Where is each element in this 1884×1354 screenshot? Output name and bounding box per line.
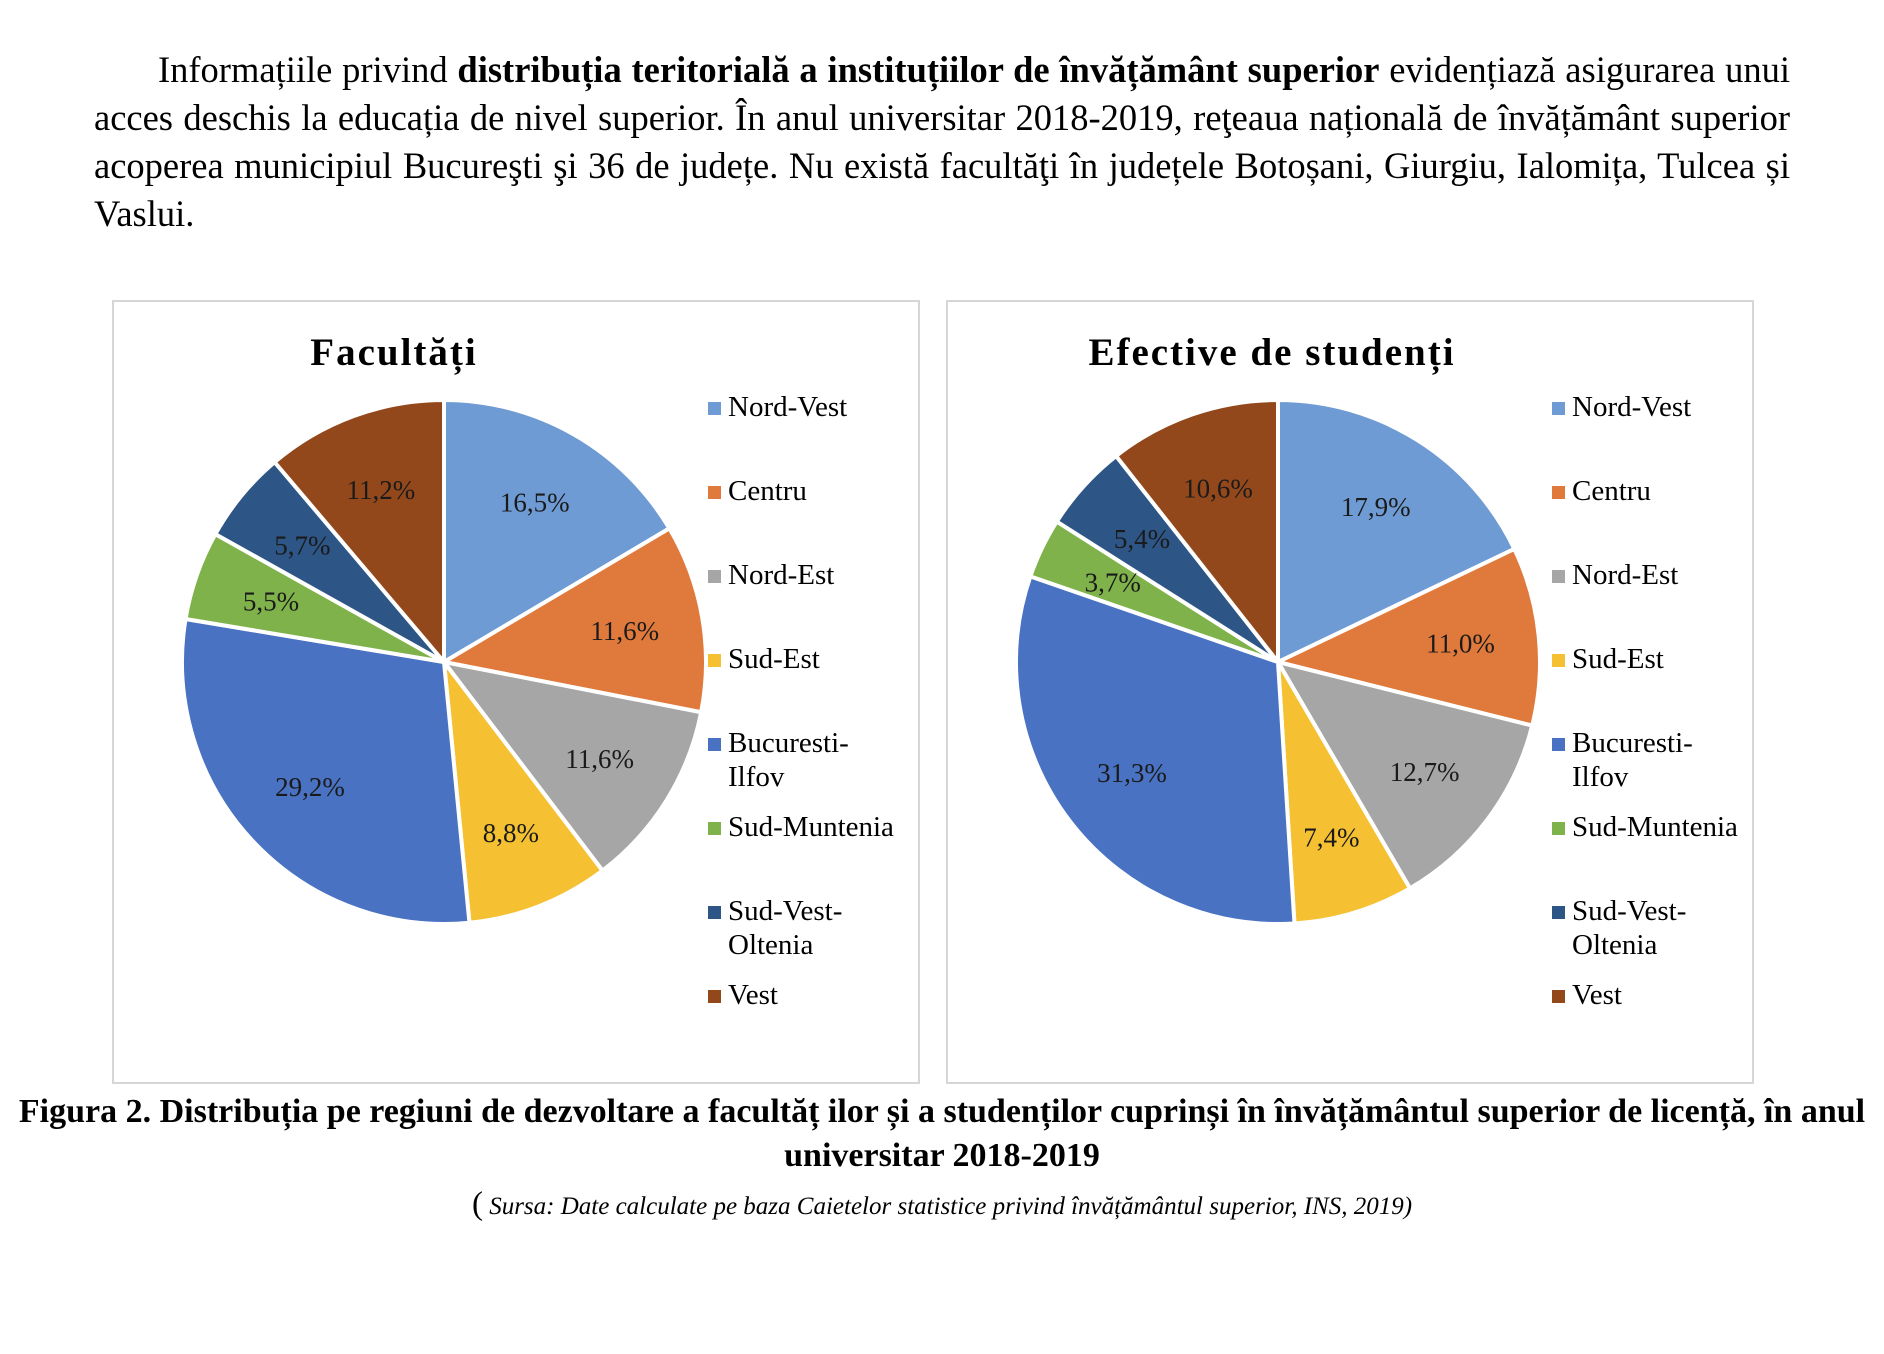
data-label-nord-vest: 16,5% bbox=[500, 488, 570, 518]
pie-slice-vest bbox=[1114, 398, 1280, 664]
legend-label: Vest bbox=[1572, 979, 1622, 1011]
pie-slice-vest bbox=[272, 398, 446, 664]
legend-item-bucuresti-ilfov: Bucuresti- Ilfov bbox=[708, 726, 894, 810]
legend-label: Sud-Muntenia bbox=[728, 811, 894, 843]
legend-label: Sud-Vest- Oltenia bbox=[1572, 895, 1687, 961]
legend-label: Sud-Muntenia bbox=[1572, 811, 1738, 843]
pie-chart-facultati: 16,5% 11,6% 11,6% 8,8% 29,2% 5,5% 5,7% 11,2% bbox=[180, 398, 708, 926]
data-label-nord-est: 11,6% bbox=[565, 744, 634, 774]
chart-title: Efective de studenți bbox=[1088, 331, 1456, 374]
legend-swatch bbox=[708, 822, 721, 835]
legend-swatch bbox=[708, 906, 721, 919]
legend-label: Nord-Vest bbox=[728, 391, 848, 423]
legend-label: Nord-Est bbox=[728, 559, 835, 591]
data-label-sud-muntenia: 5,5% bbox=[243, 586, 299, 616]
legend-swatch bbox=[1552, 906, 1565, 919]
legend-swatch bbox=[708, 990, 721, 1003]
data-label-bucuresti-ilfov: 29,2% bbox=[275, 772, 345, 802]
pie-slice-sud-est bbox=[1276, 660, 1412, 926]
legend-swatch bbox=[1552, 570, 1565, 583]
pie-slice-bucuresti-ilfov bbox=[180, 617, 472, 926]
legend-label: Nord-Vest bbox=[1572, 391, 1692, 423]
legend-studenti: Nord-Vest Centru Nord-Est Sud-Est Bucuresti-… bbox=[1552, 390, 1738, 1062]
pie-slice-sud-est bbox=[442, 660, 605, 925]
legend-swatch bbox=[708, 654, 721, 667]
chart-panel-studenti: Efective de studenți 17,9% 11,0% 12,7% 7,4%… bbox=[946, 300, 1754, 1084]
pie-slice-nord-vest bbox=[442, 398, 672, 664]
legend-item-sud-vest-oltenia: Sud-Vest- Oltenia bbox=[708, 894, 894, 978]
legend-label: Centru bbox=[728, 475, 807, 507]
legend-item-sud-vest-oltenia: Sud-Vest- Oltenia bbox=[1552, 894, 1738, 978]
source-paren: ( bbox=[471, 1186, 483, 1222]
pie-slice-bucuresti-ilfov bbox=[1014, 574, 1297, 926]
legend-swatch bbox=[1552, 822, 1565, 835]
legend-swatch bbox=[1552, 738, 1565, 751]
legend-swatch bbox=[708, 738, 721, 751]
legend-item-sud-est: Sud-Est bbox=[708, 642, 894, 726]
legend-item-nord-vest: Nord-Vest bbox=[1552, 390, 1738, 474]
data-label-vest: 11,2% bbox=[346, 475, 415, 505]
data-label-sud-vest-oltenia: 5,4% bbox=[1114, 524, 1170, 554]
chart-panel-facultati: Facultăți 16,5% 11,6% 11,6% 8,8% 29,2% 5,5% 5,… bbox=[112, 300, 920, 1084]
legend-label: Bucuresti- Ilfov bbox=[1572, 727, 1693, 793]
data-label-sud-est: 8,8% bbox=[483, 818, 539, 848]
legend-swatch bbox=[708, 570, 721, 583]
data-label-sud-vest-oltenia: 5,7% bbox=[274, 530, 330, 560]
figure-source: ( Sursa: Date calculate pe baza Caietelo… bbox=[0, 1186, 1884, 1223]
data-label-nord-vest: 17,9% bbox=[1341, 492, 1411, 522]
pie-slice-nord-est bbox=[442, 660, 704, 873]
legend-item-nord-vest: Nord-Vest bbox=[708, 390, 894, 474]
legend-item-vest: Vest bbox=[1552, 978, 1738, 1062]
pie-slice-centru bbox=[442, 526, 708, 715]
legend-item-sud-est: Sud-Est bbox=[1552, 642, 1738, 726]
legend-item-sud-muntenia: Sud-Muntenia bbox=[708, 810, 894, 894]
legend-item-vest: Vest bbox=[708, 978, 894, 1062]
intro-text-2: evidențiază asigurarea unui acces deschi… bbox=[94, 49, 1790, 234]
legend-facultati: Nord-Vest Centru Nord-Est Sud-Est Bucuresti-… bbox=[708, 390, 894, 1062]
data-label-sud-muntenia: 3,7% bbox=[1085, 567, 1141, 597]
chart-title: Facultăți bbox=[310, 331, 478, 374]
legend-swatch bbox=[1552, 990, 1565, 1003]
legend-label: Sud-Est bbox=[1572, 643, 1664, 675]
legend-item-nord-est: Nord-Est bbox=[1552, 558, 1738, 642]
legend-swatch bbox=[708, 486, 721, 499]
source-text: Sursa: Date calculate pe baza Caietelor … bbox=[482, 1193, 1413, 1220]
pie-slice-centru bbox=[1276, 546, 1542, 728]
legend-swatch bbox=[1552, 486, 1565, 499]
pie-slice-nord-est bbox=[1276, 660, 1535, 891]
legend-item-sud-muntenia: Sud-Muntenia bbox=[1552, 810, 1738, 894]
legend-label: Bucuresti- Ilfov bbox=[728, 727, 849, 793]
data-label-bucuresti-ilfov: 31,3% bbox=[1097, 758, 1167, 788]
legend-swatch bbox=[708, 402, 721, 415]
legend-label: Sud-Est bbox=[728, 643, 820, 675]
legend-item-nord-est: Nord-Est bbox=[708, 558, 894, 642]
intro-paragraph: Informațiile privind distribuția teritor… bbox=[94, 46, 1790, 238]
data-label-centru: 11,0% bbox=[1426, 629, 1495, 659]
legend-item-bucuresti-ilfov: Bucuresti- Ilfov bbox=[1552, 726, 1738, 810]
legend-item-centru: Centru bbox=[708, 474, 894, 558]
intro-bold-text: distribuția teritorială a instituțiilor … bbox=[457, 49, 1380, 90]
data-label-sud-est: 7,4% bbox=[1303, 822, 1359, 852]
legend-swatch bbox=[1552, 654, 1565, 667]
intro-text-1: Informațiile privind bbox=[158, 49, 458, 90]
data-label-centru: 11,6% bbox=[590, 616, 659, 646]
legend-label: Vest bbox=[728, 979, 778, 1011]
data-label-nord-est: 12,7% bbox=[1390, 757, 1460, 787]
legend-label: Nord-Est bbox=[1572, 559, 1679, 591]
legend-label: Centru bbox=[1572, 475, 1651, 507]
legend-item-centru: Centru bbox=[1552, 474, 1738, 558]
pie-chart-studenti: 17,9% 11,0% 12,7% 7,4% 31,3% 3,7% 5,4% 10,6% bbox=[1014, 398, 1542, 926]
data-label-vest: 10,6% bbox=[1183, 474, 1253, 504]
pie-slice-nord-vest bbox=[1276, 398, 1517, 664]
legend-label: Sud-Vest- Oltenia bbox=[728, 895, 843, 961]
figure-caption: Figura 2. Distribuția pe regiuni de dezv… bbox=[18, 1093, 1866, 1174]
legend-swatch bbox=[1552, 402, 1565, 415]
